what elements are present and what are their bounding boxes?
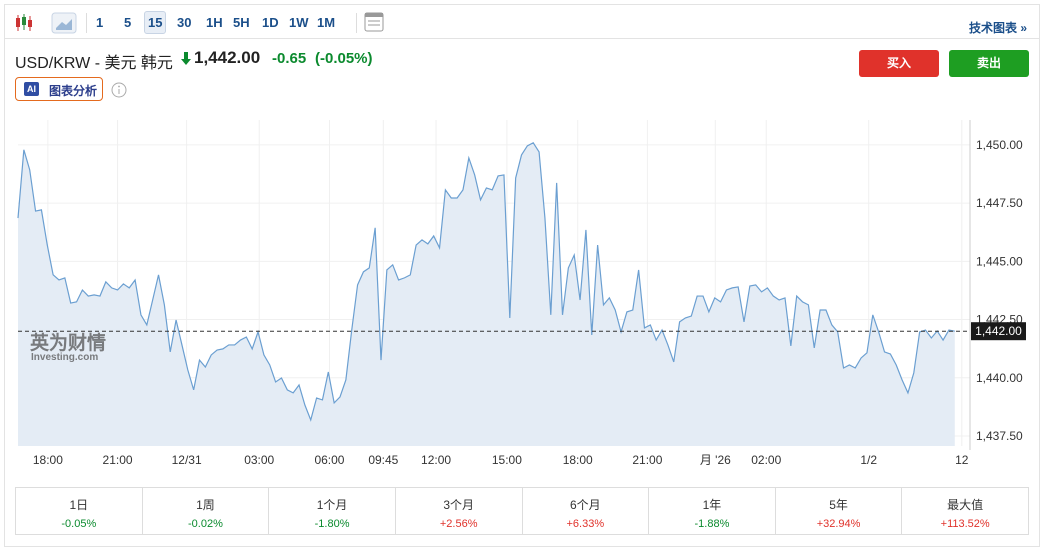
performance-cell[interactable]: 6个月 +6.33% — [523, 488, 650, 534]
interval-button[interactable]: 1M — [317, 15, 336, 30]
period-change: +2.56% — [439, 518, 478, 530]
period-label: 3个月 — [443, 498, 475, 512]
chart-style-icons[interactable] — [14, 12, 94, 34]
x-tick-label: 月 '26 — [700, 453, 731, 467]
y-tick-label: 1,450.00 — [976, 138, 1023, 152]
tech-chart-link[interactable]: 技术图表 » — [968, 21, 1027, 35]
period-label: 1年 — [702, 498, 722, 512]
separator — [86, 13, 87, 33]
ai-label: 图表分析 — [49, 84, 98, 98]
interval-button[interactable]: 1W — [289, 15, 309, 30]
price: 1,442.00 — [194, 48, 261, 67]
interval-button[interactable]: 1H — [206, 15, 223, 30]
pair-name: USD/KRW - 美元 韩元 — [15, 55, 173, 72]
watermark-site: Investing.com — [31, 352, 98, 363]
buy-button[interactable]: 买入 — [859, 50, 939, 77]
performance-cell[interactable]: 1日 -0.05% — [16, 488, 143, 534]
y-tick-label: 1,437.50 — [976, 429, 1023, 443]
current-price-box — [971, 322, 1026, 341]
x-tick-label: 1/2 — [860, 453, 877, 467]
change-percent: (-0.05%) — [315, 50, 373, 67]
period-label: 5年 — [829, 498, 848, 512]
performance-cell[interactable]: 1年 -1.88% — [649, 488, 776, 534]
info-icon[interactable] — [111, 82, 127, 98]
ai-analysis-button[interactable]: AI 图表分析 — [15, 77, 103, 101]
period-label: 6个月 — [569, 498, 601, 512]
area-fill — [18, 142, 955, 446]
ai-badge: AI — [24, 82, 39, 96]
x-tick-label: 12/31 — [172, 453, 202, 467]
price-line — [17, 142, 955, 422]
x-tick-label: 12:00 — [421, 453, 451, 467]
interval-button[interactable]: 1D — [262, 15, 279, 30]
interval-button[interactable]: 5 — [124, 15, 132, 30]
watermark-brand: 英为财情 — [30, 331, 106, 354]
performance-table: 1日 -0.05% 1周 -0.02% 1个月 -1.80% 3个月 +2.56% 6个月 +6.… — [15, 487, 1029, 535]
x-tick-label: 21:00 — [103, 453, 133, 467]
period-change: -0.02% — [188, 518, 223, 530]
performance-cell[interactable]: 5年 +32.94% — [776, 488, 903, 534]
period-change: -0.05% — [61, 518, 97, 530]
separator — [356, 13, 357, 33]
x-tick-label: 21:00 — [632, 453, 662, 467]
period-change: +6.33% — [566, 518, 605, 530]
x-tick-label: 06:00 — [314, 453, 344, 467]
x-tick-label: 12 — [955, 453, 969, 467]
interval-button[interactable]: 5H — [233, 15, 250, 30]
period-label: 1个月 — [316, 498, 348, 512]
y-tick-label: 1,440.00 — [976, 371, 1023, 385]
x-tick-label: 18:00 — [33, 453, 63, 467]
x-tick-label: 02:00 — [751, 453, 781, 467]
calendar-icon[interactable] — [363, 11, 385, 33]
interval-button[interactable]: 15 — [144, 11, 167, 34]
x-tick-label: 18:00 — [563, 453, 593, 467]
period-change: +32.94% — [816, 518, 861, 530]
period-label: 最大值 — [947, 498, 984, 512]
period-change: +113.52% — [940, 518, 990, 530]
down-arrow — [181, 52, 191, 65]
period-label: 1周 — [196, 498, 215, 512]
performance-cell[interactable]: 3个月 +2.56% — [396, 488, 523, 534]
performance-cell[interactable]: 最大值 +113.52% — [902, 488, 1028, 534]
y-tick-label: 1,445.00 — [976, 254, 1023, 268]
change: -0.65 — [272, 50, 307, 67]
period-change: -1.80% — [314, 518, 350, 530]
performance-cell[interactable]: 1个月 -1.80% — [269, 488, 396, 534]
frame — [4, 4, 1040, 547]
y-tick-label: 1,447.50 — [976, 196, 1023, 210]
x-tick-label: 09:45 — [368, 453, 398, 467]
toolbar: 技术图表 » 1 5 15 30 1H 5H 1D 1W 1M — [5, 5, 1039, 39]
interval-button[interactable]: 30 — [177, 15, 192, 30]
x-tick-label: 03:00 — [244, 453, 274, 467]
x-tick-label: 15:00 — [492, 453, 522, 467]
current-price-label: 1,442.00 — [975, 324, 1022, 338]
performance-cell[interactable]: 1周 -0.02% — [143, 488, 270, 534]
period-label: 1日 — [69, 498, 89, 512]
period-change: -1.88% — [694, 518, 730, 530]
sell-button[interactable]: 卖出 — [949, 50, 1029, 77]
interval-button[interactable]: 1 — [96, 15, 104, 30]
